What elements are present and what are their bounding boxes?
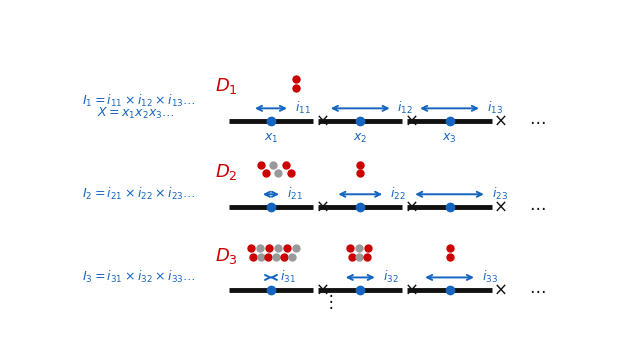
Text: $i_{13}$: $i_{13}$ xyxy=(487,100,502,116)
Text: $I_2 = i_{21} \times i_{22} \times i_{23}\ldots$: $I_2 = i_{21} \times i_{22} \times i_{23… xyxy=(83,186,196,202)
Text: $\times$: $\times$ xyxy=(493,198,507,216)
Text: $i_{32}$: $i_{32}$ xyxy=(383,269,398,285)
Text: $X = x_1x_2x_3\ldots$: $X = x_1x_2x_3\ldots$ xyxy=(97,106,175,121)
Text: $\mathit{D}_{1}$: $\mathit{D}_{1}$ xyxy=(215,76,237,96)
Text: $\times$: $\times$ xyxy=(315,112,328,130)
Text: $\mathit{D}_{3}$: $\mathit{D}_{3}$ xyxy=(215,246,237,266)
Text: $\times$: $\times$ xyxy=(493,281,507,299)
Text: $i_{12}$: $i_{12}$ xyxy=(397,100,413,116)
Text: $x_1$: $x_1$ xyxy=(264,132,278,145)
Text: $\vdots$: $\vdots$ xyxy=(323,292,333,311)
Text: $\times$: $\times$ xyxy=(404,112,418,130)
Text: $i_{22}$: $i_{22}$ xyxy=(390,186,406,202)
Text: $I_1 = i_{11} \times i_{12} \times i_{13}\ldots$: $I_1 = i_{11} \times i_{12} \times i_{13… xyxy=(83,93,196,109)
Text: $i_{23}$: $i_{23}$ xyxy=(492,186,508,202)
Text: $\times$: $\times$ xyxy=(404,198,418,216)
Text: $I_3 = i_{31} \times i_{32} \times i_{33}\ldots$: $I_3 = i_{31} \times i_{32} \times i_{33… xyxy=(83,269,196,285)
Text: $i_{33}$: $i_{33}$ xyxy=(482,269,498,285)
Text: $\times$: $\times$ xyxy=(315,281,328,299)
Text: $i_{21}$: $i_{21}$ xyxy=(287,186,303,202)
Text: $x_2$: $x_2$ xyxy=(353,132,367,145)
Text: $\mathit{D}_{2}$: $\mathit{D}_{2}$ xyxy=(215,162,237,183)
Text: $\times$: $\times$ xyxy=(404,281,418,299)
Text: $\cdots$: $\cdots$ xyxy=(529,198,545,216)
Text: $\times$: $\times$ xyxy=(493,112,507,130)
Text: $i_{31}$: $i_{31}$ xyxy=(280,269,296,285)
Text: $x_3$: $x_3$ xyxy=(442,132,457,145)
Text: $\times$: $\times$ xyxy=(315,198,328,216)
Text: $i_{11}$: $i_{11}$ xyxy=(295,100,310,116)
Text: $\cdots$: $\cdots$ xyxy=(529,112,545,130)
Text: $\cdots$: $\cdots$ xyxy=(529,281,545,299)
